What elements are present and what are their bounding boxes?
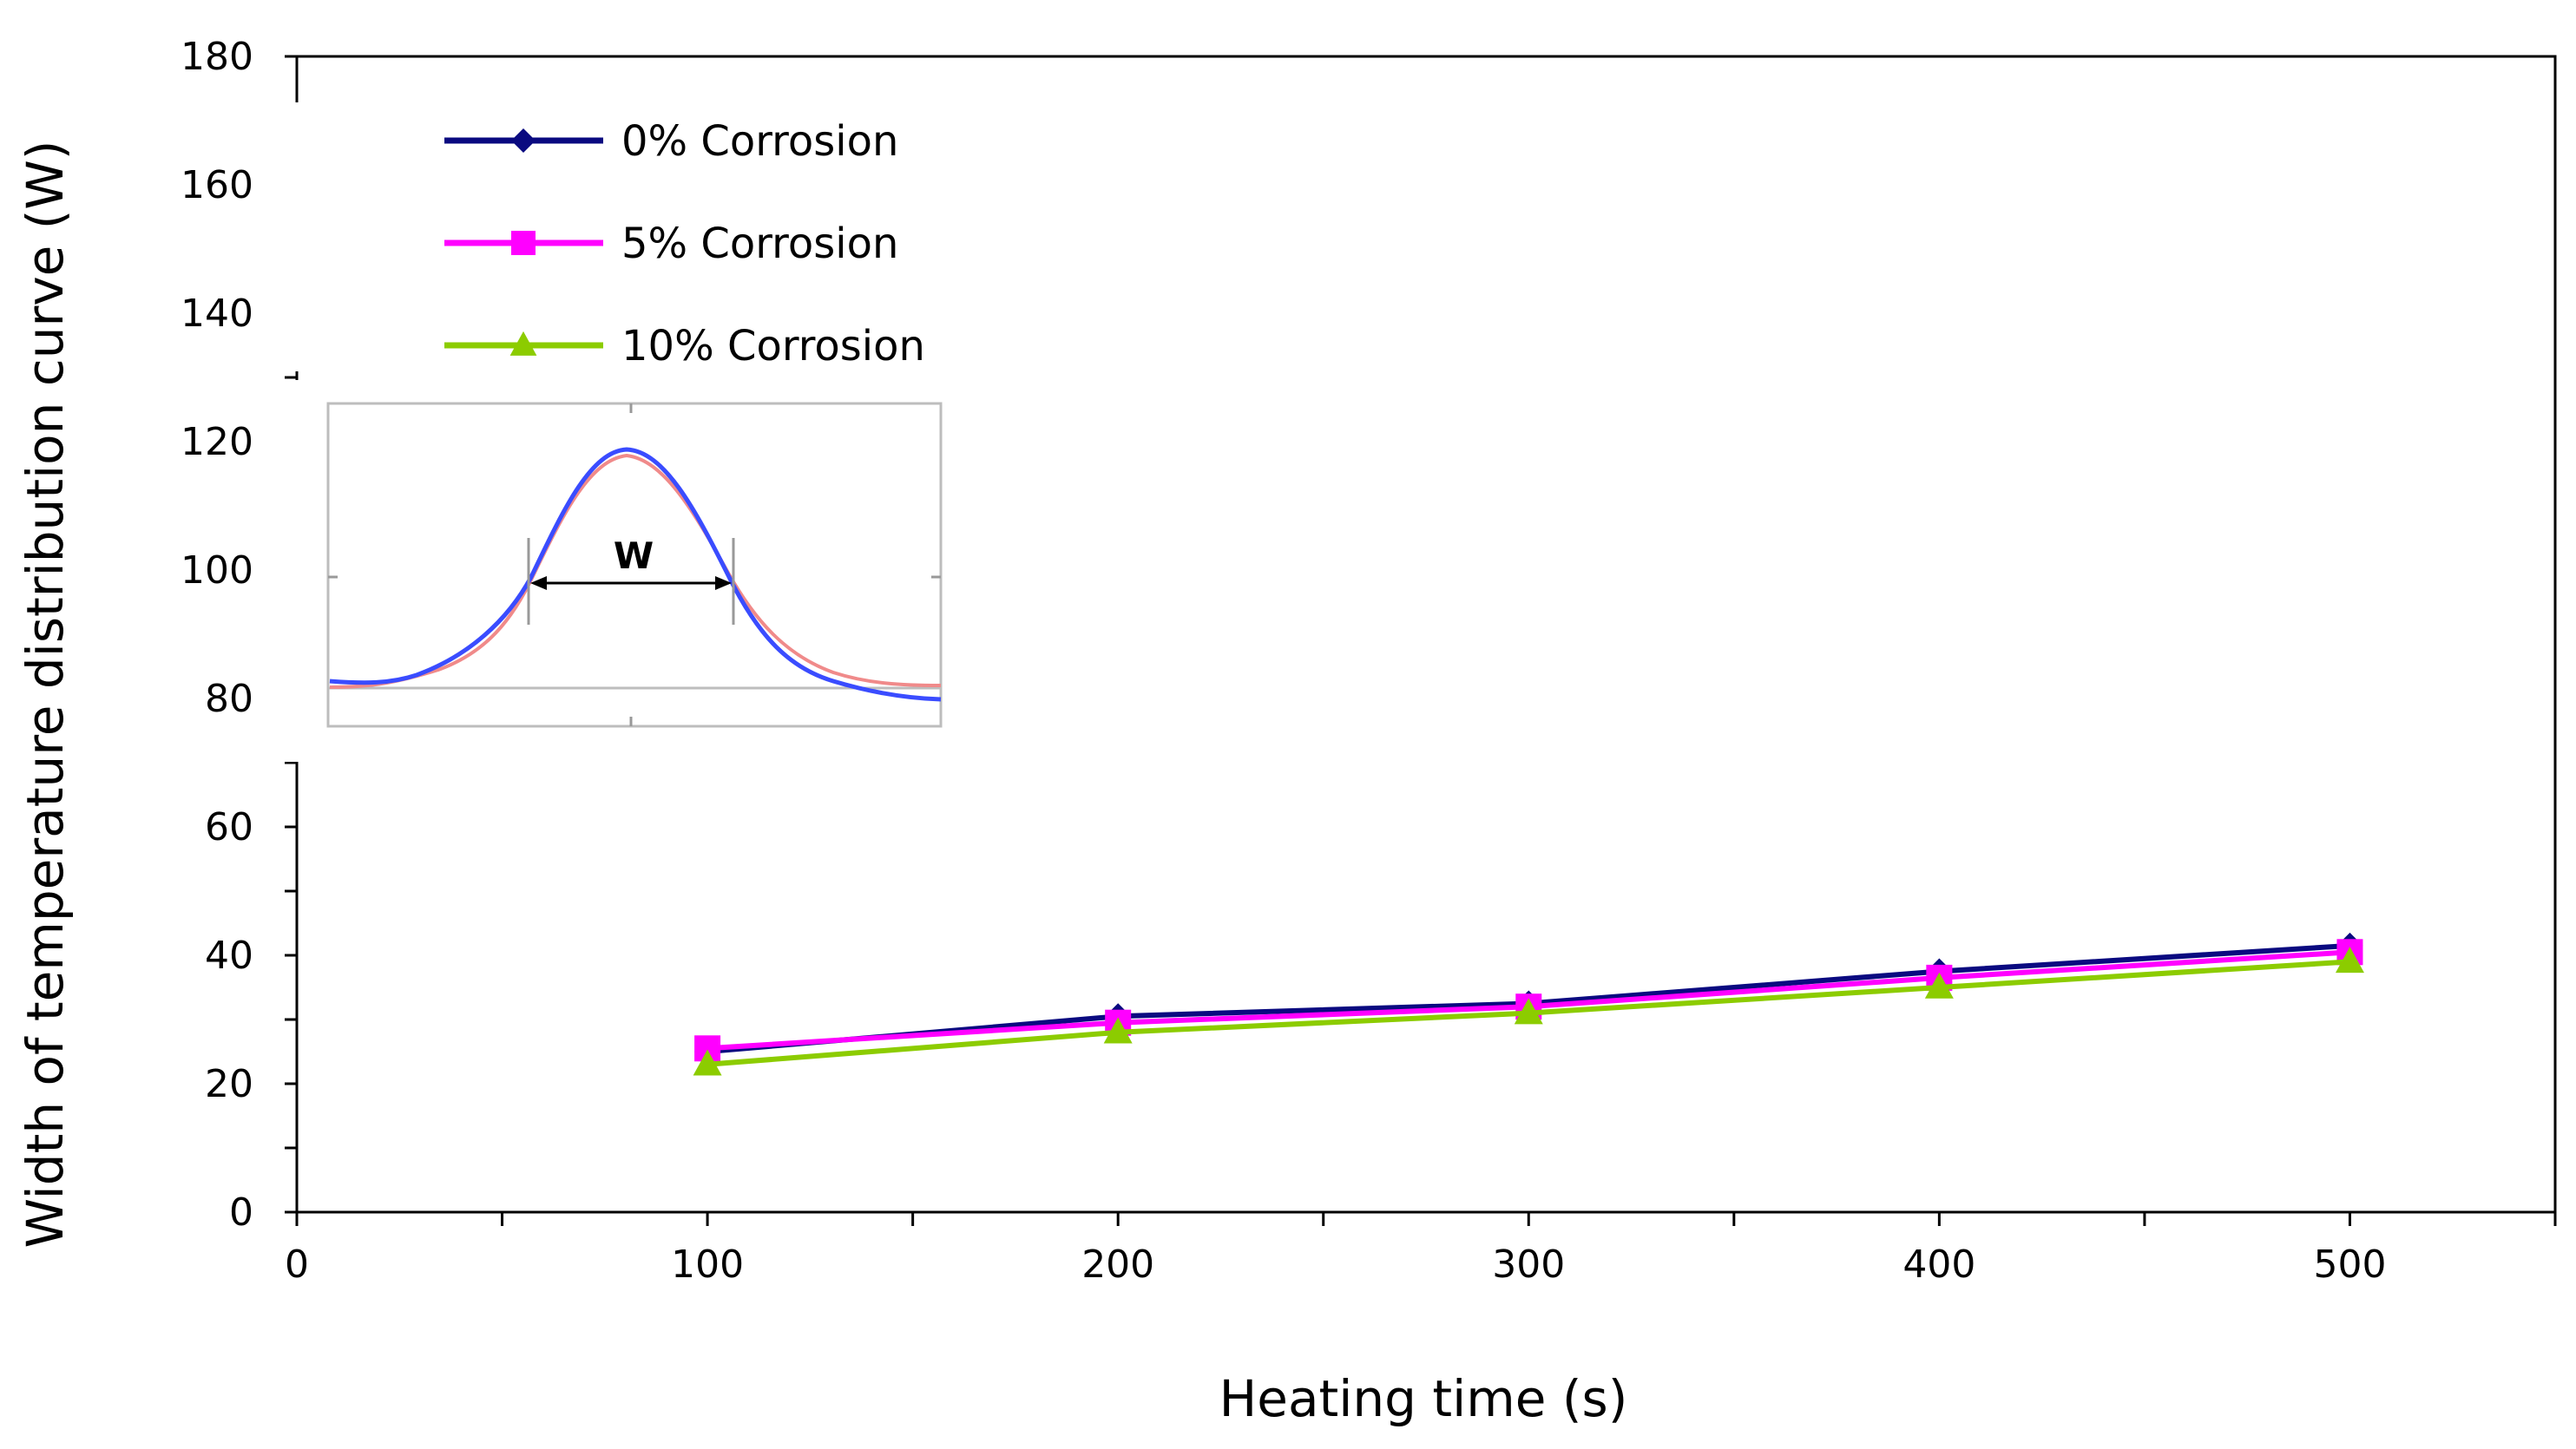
y-axis-ticks: 0 20 40 60 80 100 120 140 160 180 [181,35,297,1235]
x-axis-ticks: 0 100 200 300 400 500 [285,1212,2557,1287]
legend: 0% Corrosion 5% Corrosion 10% Corrosion [282,102,985,371]
legend-label: 0% Corrosion [621,117,898,166]
inset-curve-reference [329,453,942,689]
y-axis-title: Width of temperature distribution curve … [16,141,75,1249]
legend-marker [511,231,536,255]
series-layer [693,932,2364,1076]
y-tick-label: 40 [205,934,253,978]
y-tick-label: 80 [205,677,253,721]
x-tick-label: 0 [285,1242,309,1287]
legend-item: 0% Corrosion [444,117,898,166]
inset-w-arrowhead-right [715,576,732,590]
x-axis-title: Heating time (s) [1219,1369,1628,1428]
inset-curve-measured [329,447,942,702]
legend-item: 10% Corrosion [444,322,925,370]
y-tick-label: 100 [181,548,253,593]
legend-marker [511,128,536,153]
data-point [693,1049,722,1076]
legend-items: 0% Corrosion 5% Corrosion 10% Corrosion [444,117,925,370]
x-tick-label: 500 [2313,1242,2386,1287]
data-point [1514,998,1543,1025]
y-tick-label: 20 [205,1062,253,1106]
y-tick-label: 60 [205,805,253,849]
x-tick-label: 200 [1081,1242,1154,1287]
legend-background [282,102,985,371]
legend-marker [509,331,537,356]
legend-label: 5% Corrosion [621,220,898,268]
x-tick-label: 100 [671,1242,744,1287]
x-tick-label: 400 [1902,1242,1975,1287]
legend-label: 10% Corrosion [621,322,925,370]
data-point [1103,1017,1133,1044]
inset-w-arrowhead-left [530,576,547,590]
legend-item: 5% Corrosion [444,220,898,268]
series-10-corrosion [693,947,2364,1076]
inset-w-label: W [614,534,654,577]
y-tick-label: 160 [181,163,253,207]
inset-diagram: W [282,380,950,762]
y-tick-label: 180 [181,35,253,79]
y-tick-label: 140 [181,292,253,336]
data-point [2335,947,2364,974]
y-tick-label: 120 [181,420,253,464]
x-tick-label: 300 [1492,1242,1565,1287]
data-point [1924,972,1954,999]
y-tick-label: 0 [229,1190,253,1235]
